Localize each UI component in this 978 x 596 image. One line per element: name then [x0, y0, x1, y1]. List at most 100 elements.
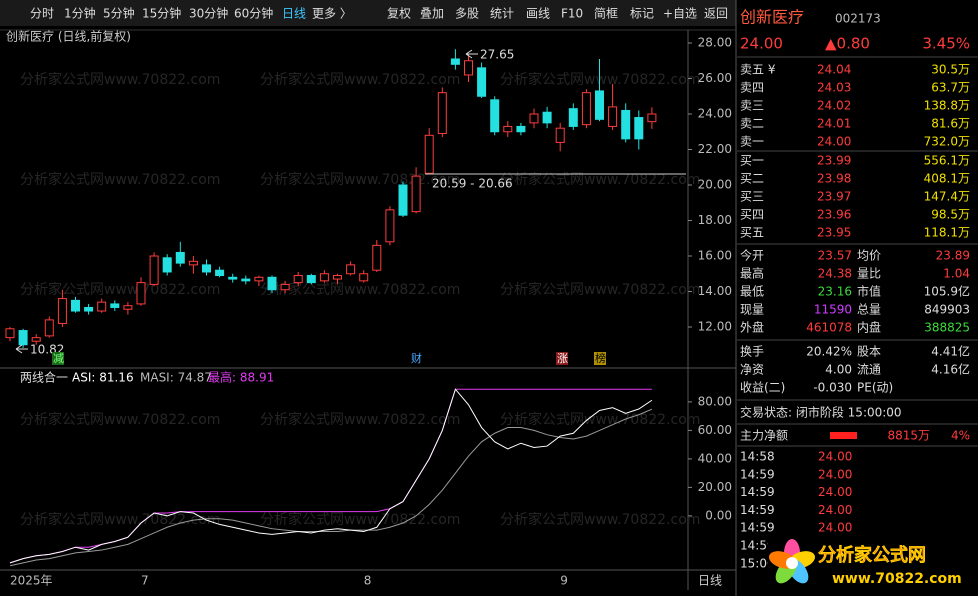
candle-body: [31, 337, 41, 342]
tool-button[interactable]: 叠加: [420, 7, 444, 21]
stat-value: 849903: [924, 303, 970, 317]
candle-body: [516, 125, 526, 133]
tool-button[interactable]: 多股: [455, 7, 479, 21]
watermark: 分析家公式网www.70822.com: [20, 411, 220, 428]
main-net-bar: [830, 432, 857, 439]
y-tick-label: 40.00: [698, 451, 732, 465]
annotation-arrow: [465, 49, 478, 59]
candle-body: [162, 257, 172, 273]
tool-button[interactable]: 复权: [387, 7, 411, 21]
stat-value: 388825: [924, 321, 970, 335]
candle-body: [202, 264, 211, 273]
watermark: 分析家公式网www.70822.com: [260, 411, 460, 428]
y-tick-label: 12.00: [698, 319, 732, 333]
change: ▲0.80: [825, 35, 870, 53]
candle-body: [149, 255, 159, 285]
stat-value: 1.04: [943, 267, 970, 281]
y-tick-label: 20.00: [698, 178, 732, 192]
tool-button[interactable]: 统计: [490, 7, 514, 21]
tool-button[interactable]: +自选: [663, 7, 697, 21]
period-tab[interactable]: 日线: [282, 7, 306, 21]
candle-body: [57, 298, 67, 324]
book-price: 24.03: [817, 81, 851, 95]
candle-body: [464, 60, 473, 76]
period-tab[interactable]: 30分钟: [189, 6, 228, 21]
tick-time: 14:58: [740, 450, 775, 464]
tick-time: 15:00: [740, 556, 775, 570]
candle-body: [450, 58, 460, 65]
candle-body: [490, 99, 500, 133]
stat-value: 23.16: [818, 285, 852, 299]
legend-entry: ASI: 81.16: [72, 371, 134, 385]
book-price: 23.99: [817, 154, 851, 168]
period-tab[interactable]: 5分钟: [103, 6, 135, 21]
tool-button[interactable]: 返回: [704, 7, 728, 21]
stat-label: 内盘: [857, 320, 881, 335]
stat-label: 现量: [740, 303, 764, 317]
y-tick-label: 22.00: [698, 142, 732, 156]
period-tab[interactable]: 1分钟: [64, 6, 96, 21]
x-tick-label: 7: [141, 574, 149, 588]
period-tab[interactable]: 15分钟: [142, 6, 181, 21]
stat-label: 最高: [740, 266, 764, 281]
book-price: 23.98: [817, 172, 851, 186]
watermark: 分析家公式网www.70822.com: [260, 71, 460, 88]
tool-button[interactable]: 简框: [594, 7, 618, 21]
candle-body: [555, 127, 565, 143]
y-tick-label: 18.00: [698, 213, 732, 227]
candle-body: [18, 330, 28, 346]
period-tab[interactable]: 60分钟: [234, 6, 273, 21]
book-volume: 118.1万: [924, 226, 970, 240]
watermark: 分析家公式网www.70822.com: [500, 511, 700, 528]
watermark: 分析家公式网www.70822.com: [20, 71, 220, 88]
y-tick-label: 16.00: [698, 249, 732, 263]
book-label: 卖二: [740, 117, 764, 131]
watermark: 分析家公式网www.70822.com: [500, 171, 700, 188]
stat-label: 最低: [740, 285, 764, 299]
book-price: 24.04: [817, 63, 851, 77]
book-volume: 98.5万: [931, 208, 970, 222]
logo-center: [786, 557, 798, 569]
tick-price: 24.00: [818, 467, 852, 481]
candle-body: [123, 305, 133, 310]
stat-value: 23.57: [818, 249, 852, 263]
tick-price: 24.00: [818, 450, 852, 464]
watermark: 分析家公式网www.70822.com: [260, 171, 460, 188]
marker: 榜: [595, 351, 606, 365]
stat-label: 收益(二): [740, 381, 785, 395]
marker: 减: [53, 352, 64, 365]
watermark: 分析家公式网www.70822.com: [20, 511, 220, 528]
tick-price: 24.00: [818, 521, 852, 535]
tool-button[interactable]: F10: [561, 7, 583, 21]
stat-value: 105.9亿: [924, 284, 970, 299]
book-label: 买一: [740, 154, 764, 168]
marker: 涨: [557, 352, 568, 365]
candle-body: [267, 276, 277, 291]
tool-button[interactable]: 画线: [526, 7, 550, 21]
chart-title: 创新医疗 (日线,前复权): [6, 29, 131, 44]
stat-label: 净资: [740, 363, 764, 377]
change-pct: 3.45%: [922, 35, 970, 53]
book-volume: 30.5万: [931, 63, 970, 77]
book-price: 23.95: [817, 226, 851, 240]
book-label: 卖一: [740, 135, 764, 149]
stat-value: -0.030: [813, 381, 852, 395]
y-tick-label: 0.00: [705, 508, 732, 522]
period-tab[interactable]: 更多 〉: [312, 7, 352, 21]
stat-value: 11590: [814, 303, 852, 317]
stat-value: 23.89: [936, 249, 970, 263]
stock-code: 002173: [835, 12, 881, 26]
x-tick-label: 9: [560, 574, 568, 588]
tick-time: 14:59: [740, 503, 775, 517]
stat-label: PE(动): [857, 381, 893, 395]
watermark: 分析家公式网www.70822.com: [500, 281, 700, 298]
candle-body: [595, 90, 604, 120]
tool-button[interactable]: 标记: [630, 7, 654, 21]
candle-body: [333, 275, 342, 280]
period-tab[interactable]: 分时: [30, 7, 54, 21]
price: 24.00: [740, 35, 783, 53]
book-label: 买五: [740, 226, 764, 240]
stat-value: 20.42%: [806, 345, 852, 359]
candle-body: [44, 319, 54, 337]
